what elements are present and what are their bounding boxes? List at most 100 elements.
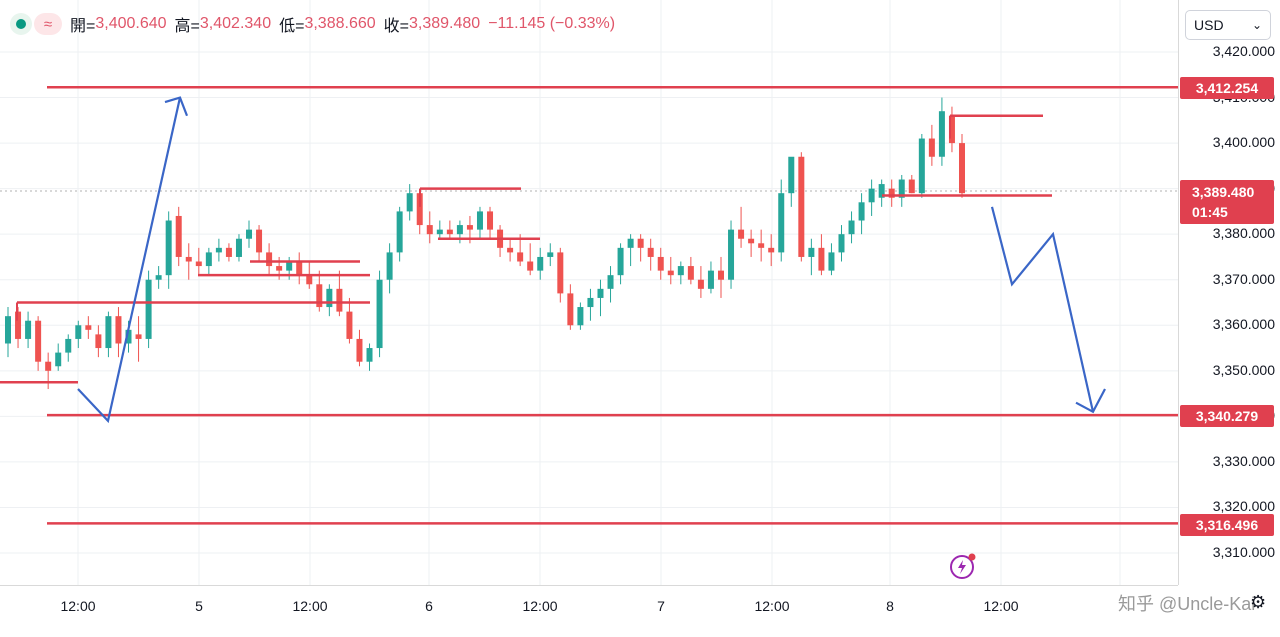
- candle-body: [697, 279, 704, 289]
- candle-body: [637, 238, 644, 248]
- candle-body: [205, 252, 212, 267]
- candle-body: [185, 256, 192, 262]
- chevron-down-icon: ⌄: [1251, 18, 1262, 32]
- candle-body: [145, 279, 152, 339]
- candle-body: [687, 266, 694, 280]
- candle-body: [487, 211, 494, 230]
- candle-body: [547, 252, 554, 257]
- candle-body: [507, 247, 514, 253]
- candle-body: [396, 211, 403, 253]
- candle-body: [105, 316, 112, 349]
- candle-body: [296, 261, 303, 276]
- candlestick-chart[interactable]: [0, 0, 1178, 585]
- candle-body: [45, 361, 52, 371]
- candle-body: [627, 238, 634, 248]
- candle-body: [738, 229, 745, 239]
- time-axis-label: 12:00: [522, 598, 558, 614]
- arrow-head-up: [164, 96, 189, 117]
- low-value: 3,388.660: [304, 15, 376, 32]
- candle-body: [416, 193, 423, 226]
- candle-body: [908, 179, 915, 194]
- time-axis-label: 12:00: [60, 598, 96, 614]
- price-axis-label: 3,360.000: [1212, 316, 1275, 333]
- candle-body: [667, 270, 674, 276]
- candle-body: [85, 325, 92, 330]
- candle-body: [888, 188, 895, 198]
- candle-body: [5, 316, 11, 344]
- price-axis-label: 3,400.000: [1212, 134, 1275, 151]
- candle-body: [607, 275, 614, 289]
- price-axis-label: 3,370.000: [1212, 270, 1275, 287]
- candle-body: [55, 352, 62, 367]
- candle-body: [707, 270, 714, 289]
- candle-body: [266, 252, 273, 267]
- watermark: 知乎 @Uncle-Kai: [1118, 594, 1256, 614]
- lightning-icon[interactable]: [948, 552, 976, 580]
- candle-body: [898, 179, 905, 198]
- candle-body: [386, 252, 393, 280]
- candle-body: [778, 193, 785, 253]
- candle-body: [728, 229, 735, 280]
- currency-dropdown[interactable]: USD ⌄: [1185, 10, 1271, 40]
- chart-plot-area[interactable]: [0, 0, 1178, 585]
- candle-body: [95, 334, 102, 349]
- time-axis-label: 5: [195, 598, 203, 614]
- close-label: 收=: [383, 18, 409, 35]
- close-value: 3,389.480: [409, 15, 481, 32]
- bar-countdown: 01:45: [1192, 204, 1228, 220]
- candle-body: [788, 156, 795, 194]
- candle-body: [798, 156, 805, 257]
- candle-body: [567, 293, 574, 326]
- candle-body: [768, 247, 775, 253]
- time-axis[interactable]: 12:00 5 12:00 6 12:00 7 12:00 8 12:00: [0, 585, 1178, 637]
- price-axis-label: 3,420.000: [1212, 43, 1275, 59]
- candle-body: [125, 329, 132, 344]
- candle-body: [195, 261, 202, 267]
- gear-icon[interactable]: ⚙: [1250, 592, 1267, 612]
- candle-body: [587, 297, 594, 308]
- candle-body: [466, 225, 473, 230]
- price-axis-label: 3,380.000: [1212, 225, 1275, 242]
- projection-arrow-down: [990, 206, 1095, 413]
- candle-body: [808, 247, 815, 257]
- lower-support-price-tag: 3,316.496: [1180, 514, 1274, 536]
- candle-body: [928, 138, 935, 157]
- candle-body: [848, 220, 855, 235]
- time-axis-label: 6: [425, 598, 433, 614]
- candle-body: [657, 256, 664, 271]
- candle-body: [426, 225, 433, 235]
- last-price-value: 3,389.480: [1192, 184, 1255, 200]
- candle-body: [25, 320, 32, 339]
- candle-body: [356, 338, 363, 362]
- candle-body: [306, 275, 313, 285]
- candle-body: [326, 288, 333, 308]
- candle-body: [838, 234, 845, 253]
- candle-body: [115, 316, 122, 344]
- candle-body: [366, 348, 373, 362]
- candle-body: [225, 247, 232, 257]
- candle-body: [677, 266, 684, 276]
- candle-body: [597, 288, 604, 298]
- currency-value: USD: [1194, 17, 1224, 33]
- candle-body: [938, 111, 945, 157]
- candle-body: [316, 284, 323, 308]
- candle-body: [758, 243, 765, 248]
- high-value: 3,402.340: [199, 15, 272, 32]
- time-axis-label: 7: [657, 598, 665, 614]
- candle-body: [918, 138, 925, 194]
- candle-body: [456, 225, 463, 235]
- price-axis-label: 3,330.000: [1212, 452, 1275, 469]
- last-price-tag: 3,389.480 01:45: [1180, 180, 1274, 224]
- candle-body: [858, 202, 865, 221]
- candle-body: [878, 184, 885, 198]
- visibility-toggle-button[interactable]: [10, 13, 32, 35]
- approx-button[interactable]: ≈: [34, 13, 62, 35]
- candle-body: [336, 288, 343, 312]
- status-dot-icon: [16, 19, 26, 29]
- projection-arrow-up: [77, 97, 182, 424]
- candle-body: [175, 215, 182, 257]
- time-axis-label: 12:00: [754, 598, 790, 614]
- candle-body: [828, 252, 835, 271]
- candle-body: [868, 188, 875, 203]
- resistance-price-tag: 3,412.254: [1180, 77, 1274, 99]
